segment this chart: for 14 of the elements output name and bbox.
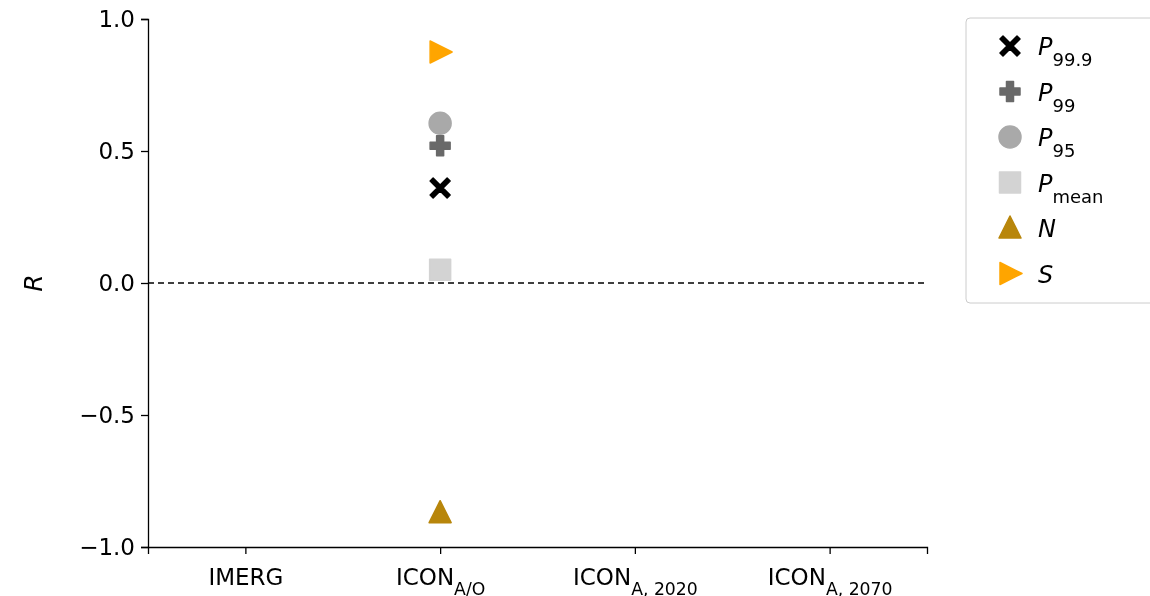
- x-tick-label: ICON$_{A/O}$: [395, 564, 486, 596]
- legend-label: N: [1038, 215, 1056, 243]
- legend-label: P$_{mean}$: [1038, 169, 1104, 206]
- legend-label: P$_{95}$: [1038, 124, 1076, 161]
- x-tick-label: IMERG: [208, 564, 284, 590]
- legend-label: P$_{99.9}$: [1038, 33, 1093, 70]
- y-axis-title: R: [19, 274, 48, 292]
- y-tick-label: 1.0: [98, 5, 135, 32]
- y-tick-label: −0.5: [79, 401, 135, 428]
- y-tick-label: −1.0: [79, 533, 135, 560]
- y-tick-label: 0.5: [98, 137, 135, 164]
- legend-label: S: [1038, 260, 1054, 289]
- y-tick-label: 0.0: [98, 269, 135, 296]
- legend-label: P$_{99}$: [1038, 78, 1076, 115]
